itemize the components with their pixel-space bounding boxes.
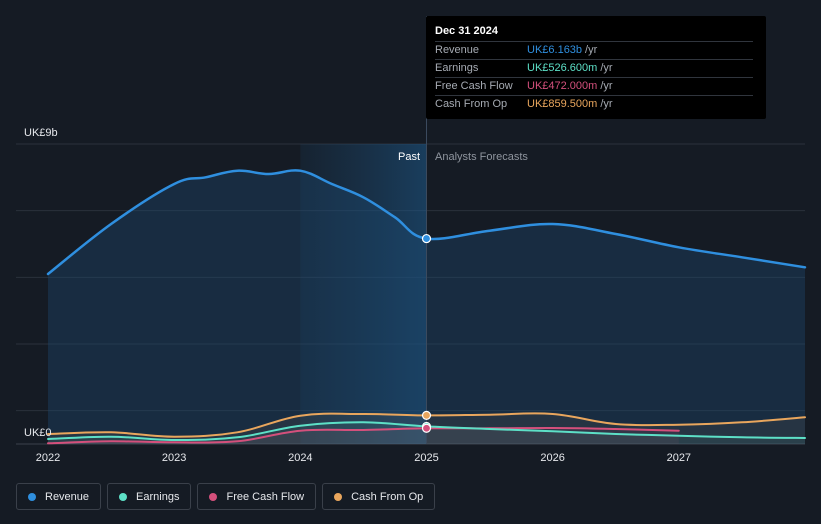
legend-dot-icon: [28, 492, 36, 501]
tooltip-date: Dec 31 2024: [435, 25, 498, 37]
legend-label: Earnings: [136, 490, 180, 503]
hover-markers: [421, 233, 432, 433]
tooltip-unit: /yr: [600, 80, 613, 92]
free-cash-flow-marker: [421, 423, 432, 433]
legend-dot-icon: [334, 492, 343, 501]
tooltip-series-name: Cash From Op: [435, 98, 508, 110]
tooltip-value: UK£6.163b: [527, 44, 583, 56]
tooltip-series-name: Earnings: [435, 62, 479, 74]
tooltip-unit: /yr: [600, 62, 613, 74]
tooltip-row-revenue: Revenue UK£6.163b /yr: [435, 41, 753, 59]
x-tick-label: 2026: [540, 452, 564, 464]
x-axis: 2022 2023 2024 2025 2026 2027: [36, 452, 691, 464]
legend: Revenue Earnings Free Cash Flow Cash Fro…: [16, 483, 436, 510]
x-tick-label: 2022: [36, 452, 60, 464]
x-tick-label: 2023: [162, 452, 186, 464]
legend-label: Revenue: [45, 490, 90, 503]
free-cash-flow-line: [47, 426, 680, 445]
legend-dot-icon: [209, 492, 218, 501]
tooltip-unit: /yr: [585, 44, 598, 56]
y-tick-label-zero: UK£0: [24, 427, 52, 439]
legend-item-cash-from-op[interactable]: Cash From Op: [322, 483, 436, 510]
x-tick-label: 2027: [667, 452, 691, 464]
tooltip-series-name: Free Cash Flow: [435, 80, 513, 92]
tooltip-row-cash-from-op: Cash From Op UK£859.500m /yr: [435, 95, 753, 113]
tooltip: Dec 31 2024 Revenue UK£6.163b /yr Earnin…: [426, 16, 766, 119]
free-cash-flow-area-fill: [48, 427, 679, 444]
tooltip-row-earnings: Earnings UK£526.600m /yr: [435, 59, 753, 77]
cash-from-op-marker: [421, 410, 432, 420]
forecast-label: Analysts Forecasts: [435, 151, 528, 163]
legend-item-earnings[interactable]: Earnings: [107, 483, 192, 510]
legend-label: Free Cash Flow: [226, 490, 305, 503]
past-label: Past: [398, 151, 420, 163]
tooltip-series-name: Revenue: [435, 44, 480, 56]
past-highlight: [300, 144, 427, 444]
legend-item-revenue[interactable]: Revenue: [16, 483, 102, 510]
tooltip-value: UK£859.500m: [527, 98, 598, 110]
tooltip-row-free-cash-flow: Free Cash Flow UK£472.000m /yr: [435, 77, 753, 95]
y-tick-label-max: UK£9b: [24, 127, 58, 139]
x-tick-label: 2025: [414, 452, 438, 464]
tooltip-value: UK£526.600m: [527, 62, 598, 74]
tooltip-value: UK£472.000m: [527, 80, 598, 92]
legend-label: Cash From Op: [351, 490, 424, 503]
revenue-line: [46, 169, 807, 276]
legend-item-free-cash-flow[interactable]: Free Cash Flow: [197, 483, 317, 510]
tooltip-unit: /yr: [600, 98, 613, 110]
x-tick-label: 2024: [288, 452, 312, 464]
revenue-marker: [421, 233, 432, 244]
legend-dot-icon: [119, 492, 128, 501]
